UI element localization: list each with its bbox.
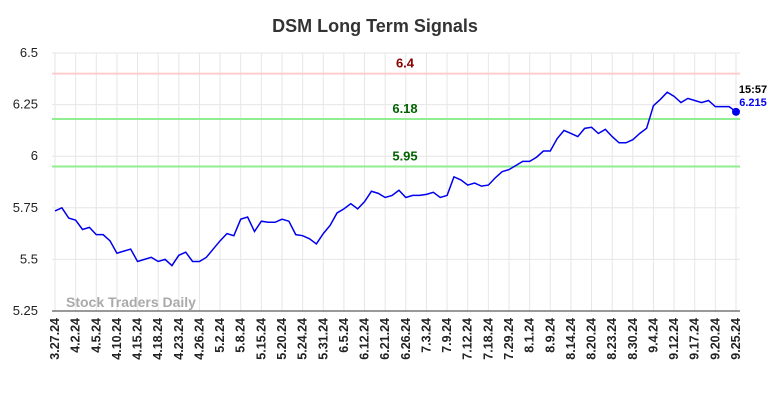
x-tick-label: 3.27.24	[48, 318, 62, 360]
x-tick-label: 8.14.24	[564, 318, 578, 360]
x-tick-label: 7.3.24	[419, 318, 433, 353]
y-tick-label: 6.5	[20, 45, 38, 60]
last-point	[732, 107, 740, 116]
x-tick-label: 4.15.24	[131, 318, 145, 360]
x-tick-label: 5.8.24	[234, 318, 248, 353]
x-tick-label: 5.31.24	[316, 318, 330, 360]
x-tick-label: 4.2.24	[69, 318, 83, 353]
reference-label: 5.95	[392, 149, 417, 164]
chart-title: DSM Long Term Signals	[272, 16, 478, 36]
x-tick-label: 9.17.24	[688, 318, 702, 360]
x-tick-label: 4.10.24	[110, 318, 124, 360]
x-tick-label: 7.9.24	[440, 318, 454, 353]
x-tick-label: 8.20.24	[585, 318, 599, 360]
reference-label: 6.18	[392, 101, 417, 116]
x-tick-label: 6.5.24	[337, 318, 351, 353]
y-tick-label: 6	[31, 148, 38, 163]
x-tick-label: 8.9.24	[543, 318, 557, 353]
x-tick-label: 8.23.24	[605, 318, 619, 360]
x-tick-label: 9.12.24	[667, 318, 681, 360]
line	[54, 91, 737, 267]
x-tick-label: 5.20.24	[275, 318, 289, 360]
x-tick-label: 9.4.24	[646, 318, 660, 353]
last-value: 6.215	[739, 97, 767, 109]
x-tick-label: 7.29.24	[502, 318, 516, 360]
x-tick-label: 4.26.24	[192, 318, 206, 360]
x-tick-label: 6.26.24	[399, 318, 413, 360]
x-tick-label: 4.5.24	[89, 318, 103, 353]
x-tick-label: 5.2.24	[213, 318, 227, 353]
last-time: 15:57	[739, 84, 767, 96]
x-tick-label: 8.30.24	[626, 318, 640, 360]
x-tick-label: 7.18.24	[481, 318, 495, 360]
x-tick-label: 7.12.24	[461, 318, 475, 360]
x-tick-label: 6.12.24	[358, 318, 372, 360]
x-tick-label: 8.1.24	[523, 318, 537, 353]
y-tick-label: 5.25	[13, 303, 38, 318]
x-tick-label: 9.25.24	[729, 318, 743, 360]
y-tick-label: 6.25	[13, 97, 38, 112]
x-tick-label: 5.15.24	[254, 318, 268, 360]
x-tick-label: 4.23.24	[172, 318, 186, 360]
y-tick-label: 5.5	[20, 251, 38, 266]
x-tick-label: 5.24.24	[296, 318, 310, 360]
reference-label: 6.4	[396, 56, 415, 71]
y-tick-label: 5.75	[13, 200, 38, 215]
watermark: Stock Traders Daily	[66, 294, 196, 310]
x-tick-label: 4.18.24	[151, 318, 165, 360]
x-tick-label: 6.21.24	[378, 318, 392, 360]
x-tick-label: 9.20.24	[708, 318, 722, 360]
